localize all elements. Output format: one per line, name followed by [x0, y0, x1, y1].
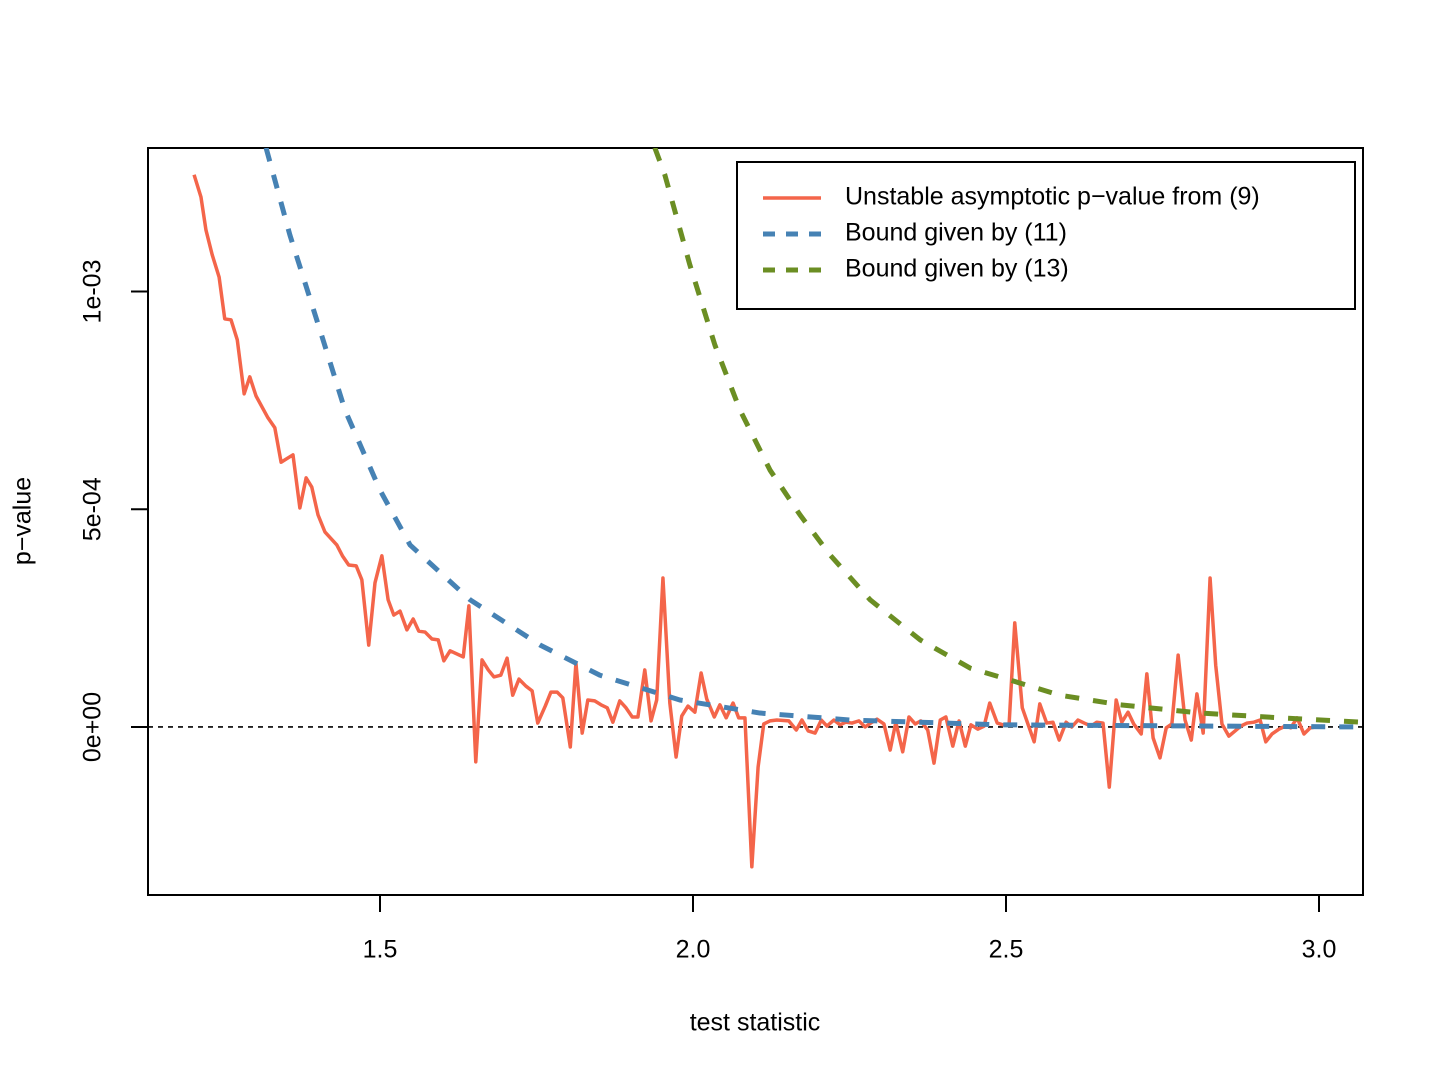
plot-frame — [147, 147, 1364, 896]
series-line — [263, 148, 1363, 730]
y-axis-label: p−value — [9, 477, 37, 565]
legend: Unstable asymptotic p−value from (9) Boun… — [736, 161, 1356, 310]
x-tick-label: 1.5 — [363, 936, 398, 964]
y-tick-label: 0e+00 — [79, 692, 107, 762]
legend-box — [736, 161, 1356, 310]
x-tick-label: 2.0 — [676, 936, 711, 964]
series-line — [652, 148, 1363, 725]
x-tick-label: 2.5 — [989, 936, 1024, 964]
legend-label: Unstable asymptotic p−value from (9) — [845, 183, 1260, 211]
y-tick-label: 5e-04 — [79, 477, 107, 541]
x-tick-label: 3.0 — [1302, 936, 1337, 964]
x-axis-label: test statistic — [690, 1009, 821, 1037]
legend-label: Bound given by (11) — [845, 219, 1067, 247]
series-line — [192, 174, 1323, 869]
y-tick-label: 1e-03 — [79, 260, 107, 324]
legend-label: Bound given by (13) — [845, 255, 1069, 283]
